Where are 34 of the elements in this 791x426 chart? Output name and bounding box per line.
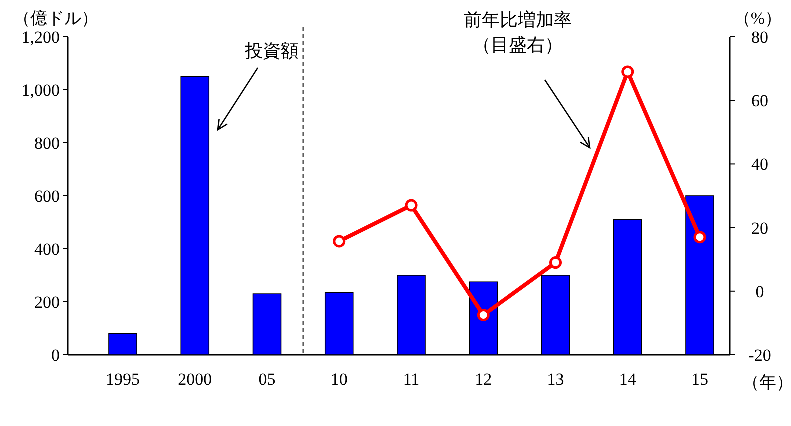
y2-tick-label: 40: [752, 155, 768, 174]
x-tick-label: 10: [330, 370, 348, 389]
y-tick-label: 800: [34, 134, 60, 153]
y-tick-label: 600: [34, 187, 60, 206]
y2-tick-label: -20: [748, 346, 772, 365]
y-tick-label: 200: [34, 293, 60, 312]
y-tick-label: 400: [34, 240, 60, 259]
text: 前年比増加率: [464, 10, 572, 30]
x-tick-label: 15: [692, 370, 708, 389]
x-tick-label: 2000: [178, 370, 212, 389]
y2-axis-title: （%）: [734, 9, 782, 28]
point: [333, 235, 346, 248]
annotation: （目盛右）: [473, 35, 563, 55]
x-tick-label: 1995: [106, 370, 140, 389]
annotation: 投資額: [244, 41, 299, 61]
point: [405, 199, 418, 212]
y-tick-label: 0: [52, 346, 60, 365]
x-tick-label: 12: [475, 370, 492, 389]
y2-tick-label: 60: [752, 92, 768, 111]
y-tick-label: 1,200: [22, 28, 60, 47]
point: [550, 256, 562, 270]
x-tick-label: 11: [403, 370, 420, 389]
y-tick-label: 1,000: [22, 81, 60, 100]
point: [477, 309, 490, 322]
x-axis-title: （年）: [742, 373, 791, 392]
y-axis-title: （億ドル）: [14, 9, 98, 28]
y2-tick-label: 80: [752, 28, 768, 47]
x-tick-label: 05: [258, 370, 276, 389]
x-tick-label: 13: [547, 370, 564, 389]
x-tick-label: 14: [619, 370, 637, 389]
y2-tick-label: 0: [756, 282, 764, 302]
point: [694, 231, 706, 244]
y2-tick-label: 20: [752, 218, 768, 238]
point: [622, 66, 634, 78]
